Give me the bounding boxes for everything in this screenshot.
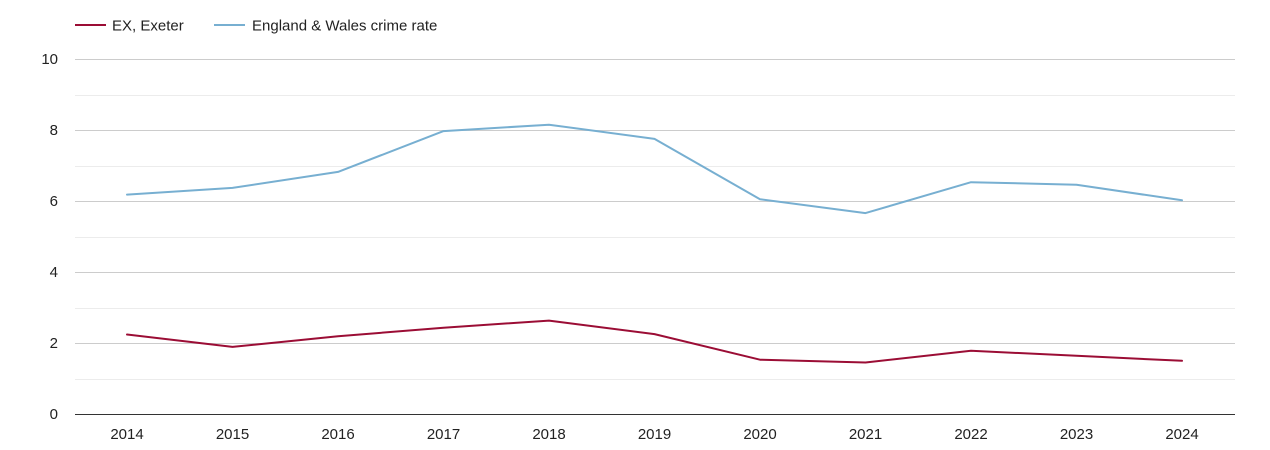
data-point[interactable] [232,346,234,348]
x-axis-ticks: 2014 2015 2016 2017 2018 2019 2020 2021 2022 2023… [110,426,1198,443]
x-tick-label: 2014 [110,426,143,443]
data-point[interactable] [548,124,550,126]
data-point[interactable] [759,359,761,361]
y-tick-label: 0 [50,406,58,423]
y-tick-label: 6 [50,193,58,210]
data-point[interactable] [970,181,972,183]
series-line-exeter[interactable] [126,319,1183,364]
data-point[interactable] [970,350,972,352]
x-tick-label: 2016 [321,426,354,443]
x-tick-label: 2024 [1165,426,1198,443]
x-tick-label: 2022 [954,426,987,443]
data-point[interactable] [443,327,445,329]
legend-label-exeter: EX, Exeter [112,18,184,35]
data-point[interactable] [1181,199,1183,201]
data-point[interactable] [443,130,445,132]
data-point[interactable] [126,194,128,196]
y-tick-label: 8 [50,122,58,139]
x-tick-label: 2017 [427,426,460,443]
x-tick-label: 2018 [532,426,565,443]
data-point[interactable] [337,171,339,173]
data-point[interactable] [1076,355,1078,357]
y-axis-ticks: 0 2 4 6 8 10 [41,51,58,423]
y-tick-label: 4 [50,264,58,281]
series-line-england-wales[interactable] [126,123,1183,215]
legend-item-exeter[interactable]: EX, Exeter [75,18,184,35]
legend-label-england-wales: England & Wales crime rate [252,18,437,35]
legend-item-england-wales[interactable]: England & Wales crime rate [214,18,437,35]
data-point[interactable] [654,138,656,140]
data-point[interactable] [126,334,128,336]
y-tick-label: 2 [50,335,58,352]
data-point[interactable] [337,335,339,337]
x-tick-label: 2015 [216,426,249,443]
data-point[interactable] [865,362,867,364]
data-point[interactable] [232,187,234,189]
x-tick-label: 2021 [849,426,882,443]
data-point[interactable] [1181,360,1183,362]
data-point[interactable] [865,212,867,214]
legend: EX, Exeter England & Wales crime rate [75,18,437,35]
gridlines [75,59,1235,380]
x-tick-label: 2023 [1060,426,1093,443]
x-tick-label: 2020 [743,426,776,443]
data-point[interactable] [759,198,761,200]
data-point[interactable] [548,320,550,322]
data-point[interactable] [654,333,656,335]
x-tick-label: 2019 [638,426,671,443]
series-layer [126,123,1183,364]
y-tick-label: 10 [41,51,58,68]
data-point[interactable] [1076,184,1078,186]
